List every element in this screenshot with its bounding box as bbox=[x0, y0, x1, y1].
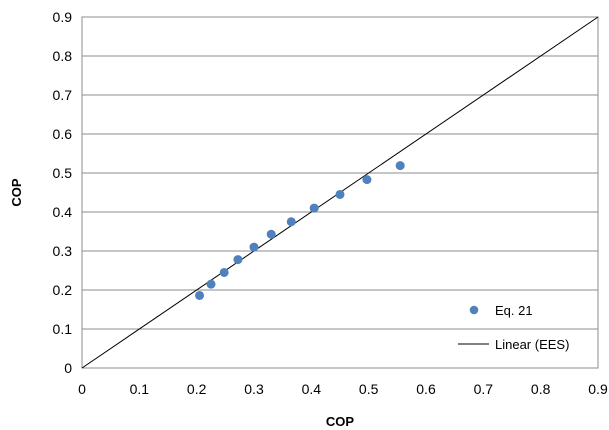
x-tick-label-1: 0.1 bbox=[130, 381, 150, 397]
y-tick-label-7: 0.7 bbox=[53, 87, 73, 103]
data-point-eq21-8 bbox=[335, 189, 345, 199]
data-point-eq21-4 bbox=[249, 242, 259, 252]
x-tick-label-7: 0.7 bbox=[474, 381, 494, 397]
x-tick-label-2: 0.2 bbox=[187, 381, 207, 397]
y-tick-label-3: 0.3 bbox=[53, 243, 73, 259]
y-tick-label-5: 0.5 bbox=[53, 165, 73, 181]
data-point-eq21-0 bbox=[195, 290, 205, 300]
data-point-eq21-5 bbox=[266, 229, 276, 239]
legend: Eq. 21 Linear (EES) bbox=[458, 303, 569, 352]
x-tick-label-8: 0.8 bbox=[531, 381, 551, 397]
y-tick-label-8: 0.8 bbox=[53, 48, 73, 64]
y-tick-label-1: 0.1 bbox=[53, 321, 73, 337]
data-point-eq21-7 bbox=[309, 203, 319, 213]
x-tick-label-0: 0 bbox=[78, 381, 86, 397]
x-axis-title: COP bbox=[326, 414, 355, 429]
tick-labels: 0 0.1 0.2 0.3 0.4 0.5 0.6 0.7 0.8 0.9 0 0.1 0.2 0.3 0.… bbox=[53, 9, 608, 397]
y-tick-label-6: 0.6 bbox=[53, 126, 73, 142]
x-tick-label-3: 0.3 bbox=[244, 381, 264, 397]
x-tick-label-4: 0.4 bbox=[302, 381, 322, 397]
series-layer bbox=[81, 16, 599, 369]
legend-label-linear-ees: Linear (EES) bbox=[495, 337, 569, 352]
data-point-eq21-6 bbox=[286, 217, 296, 227]
legend-label-eq21: Eq. 21 bbox=[495, 303, 533, 318]
grid-lines bbox=[82, 16, 598, 330]
y-tick-label-2: 0.2 bbox=[53, 282, 73, 298]
plot-frame bbox=[81, 16, 599, 369]
x-tick-label-9: 0.9 bbox=[588, 381, 608, 397]
y-axis-title: COP bbox=[9, 178, 24, 207]
x-tick-label-6: 0.6 bbox=[416, 381, 436, 397]
x-tick-label-5: 0.5 bbox=[359, 381, 379, 397]
y-tick-label-0: 0 bbox=[64, 360, 72, 376]
data-point-eq21-2 bbox=[219, 267, 229, 277]
data-point-eq21-1 bbox=[206, 279, 216, 289]
data-point-eq21-10 bbox=[395, 161, 405, 171]
y-tick-label-9: 0.9 bbox=[53, 9, 73, 25]
plot-area bbox=[81, 16, 599, 369]
legend-marker-eq21 bbox=[469, 305, 479, 315]
data-point-eq21-3 bbox=[233, 255, 243, 265]
data-point-eq21-9 bbox=[362, 175, 372, 185]
y-tick-label-4: 0.4 bbox=[53, 204, 73, 220]
